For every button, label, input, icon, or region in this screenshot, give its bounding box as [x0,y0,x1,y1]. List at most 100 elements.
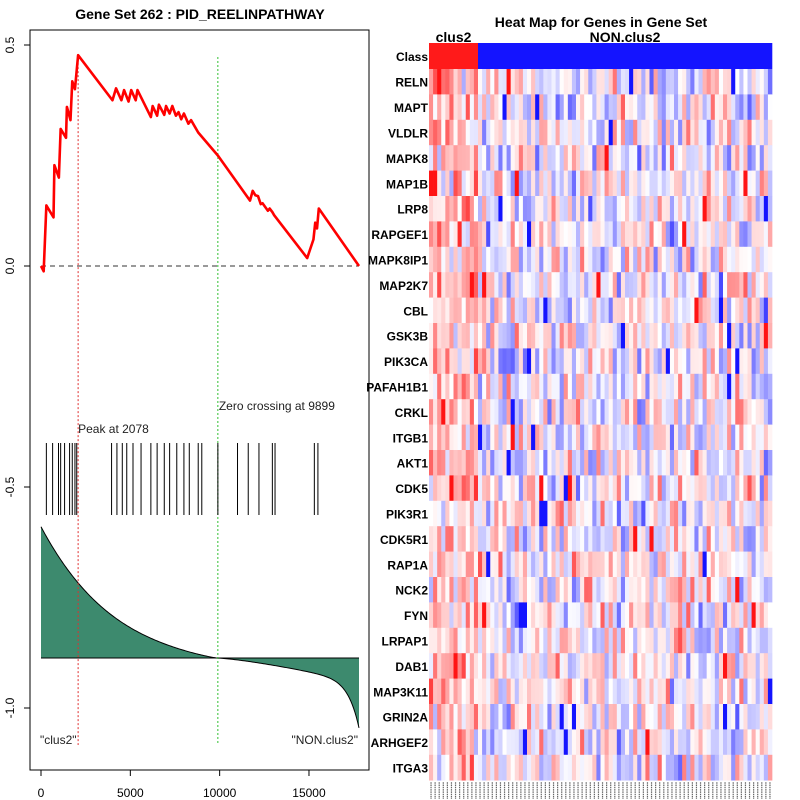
heat-cell [686,602,691,629]
heat-cell [461,272,467,298]
heat-cell [641,170,646,197]
heat-cell [543,145,548,171]
heat-cell [629,500,634,527]
heat-cell [461,373,467,400]
heat-cell [486,602,491,629]
heat-cell [698,170,703,197]
heat-cell [571,348,577,375]
heat-cell [608,170,614,197]
heat-cell [449,170,454,197]
heat-cell [669,704,675,730]
heat-cell [514,196,520,222]
heat-cell [531,297,536,324]
heat-cell [616,475,622,502]
heat-cell [751,500,757,527]
heat-cell [747,526,752,552]
heat-cell [518,145,524,171]
heat-cell [510,678,516,705]
heat-cell [498,94,503,121]
heat-cell [604,297,610,324]
heat-cell [629,729,634,756]
heat-cell [702,450,708,476]
heat-cell [527,551,532,578]
heat-cell [718,602,724,629]
heat-cell [747,551,752,578]
heat-cell [449,551,454,578]
heat-cell [588,399,593,425]
heat-cell [735,577,740,603]
heat-cell [723,170,728,197]
heat-cell [490,627,495,654]
heat-cell [433,323,438,349]
heat-cell [473,627,479,654]
heat-cell [576,119,581,146]
heat-cell [567,272,573,298]
heat-cell [445,399,450,425]
heat-cell [694,196,699,222]
heat-cell [514,500,520,527]
heat-cell [723,475,728,502]
heat-cell [604,373,610,400]
heat-cell [620,399,626,425]
heat-cell [698,119,703,146]
heat-cell [739,551,744,578]
heat-cell [637,678,642,705]
heat-cell [690,145,695,171]
heat-cell [727,196,732,222]
heat-cell [453,246,458,273]
heat-cell [592,500,597,527]
heat-cell [433,69,438,95]
heat-cell [563,729,569,756]
heat-cell [739,500,744,527]
heat-cell [588,704,593,730]
heat-cell [706,119,712,146]
heat-cell [645,551,650,578]
x-axis: 0 5000 10000 15000 [38,769,326,800]
heat-cell [584,450,589,476]
heat-cell [645,475,650,502]
heat-cell [747,678,752,705]
heat-cell [527,145,532,171]
heat-cell [486,69,491,95]
gene-label: RELN [395,76,428,90]
heat-cell [592,450,597,476]
heat-cell [661,678,667,705]
heat-cell [514,577,520,603]
heat-cell [551,373,556,400]
heat-cell [469,119,475,146]
heat-cell [698,221,703,248]
heat-cell [661,94,667,121]
heat-cell [437,69,442,95]
heat-cell [649,170,654,197]
x-tick-label: 15000 [292,786,326,800]
heat-cell [727,399,732,425]
heat-cell [706,246,712,273]
heat-cell [743,551,748,578]
heat-cell [539,221,544,248]
heat-cell [457,551,463,578]
heat-cell [612,119,618,146]
heat-cell [551,399,556,425]
heat-cell [694,526,699,552]
heat-cell [657,754,663,781]
heat-cell [747,221,752,248]
heat-cell [510,348,516,375]
heat-cell [731,145,736,171]
heat-cell [506,475,512,502]
heat-cell [669,627,675,654]
heat-cell [580,145,585,171]
heat-cell [518,704,524,730]
heat-cell [596,424,601,451]
heat-cell [445,246,450,273]
heat-cell [457,170,463,197]
heat-cell [686,704,691,730]
heat-cell [718,551,724,578]
heat-cell [510,577,516,603]
heat-cell [531,450,536,476]
heat-cell [584,272,589,298]
heat-cell [739,754,744,781]
metric-fill [41,526,359,728]
heat-cell [486,297,491,324]
gene-label: MAPK8 [386,152,428,166]
heat-cell [706,729,712,756]
